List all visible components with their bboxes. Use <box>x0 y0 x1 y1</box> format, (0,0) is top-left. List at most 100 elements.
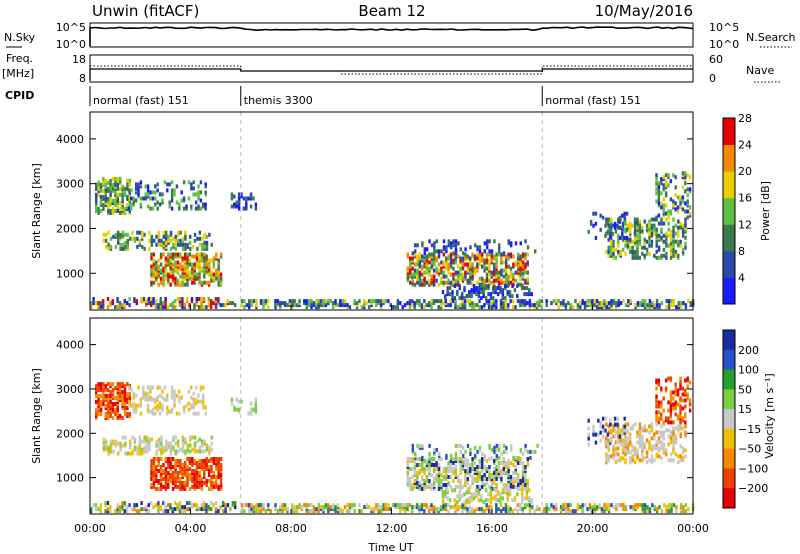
echo-cell <box>672 303 676 308</box>
echo-cell <box>427 505 431 510</box>
echo-cell <box>528 299 532 304</box>
echo-cell <box>360 305 364 310</box>
echo-cell <box>210 305 213 310</box>
echo-cell <box>210 501 213 506</box>
echo-cell <box>234 501 237 506</box>
echo-cell <box>423 264 426 269</box>
echo-cell <box>512 254 515 259</box>
echo-cell <box>312 301 316 306</box>
echo-cell <box>212 272 216 277</box>
echo-cell <box>418 457 421 461</box>
echo-cell <box>662 450 666 455</box>
echo-cell <box>686 392 689 397</box>
echo-cell <box>449 465 453 469</box>
echo-cell <box>502 507 505 512</box>
echo-cell <box>464 270 467 275</box>
echo-cell <box>409 256 412 261</box>
echo-cell <box>483 465 486 469</box>
echo-cell <box>684 217 687 222</box>
echo-cell <box>159 276 163 281</box>
echo-cell <box>234 505 237 510</box>
echo-cell <box>676 392 680 397</box>
x-tick-label: 04:00 <box>175 522 207 535</box>
nsky-label: N.Sky <box>4 31 36 44</box>
echo-cell <box>631 505 635 510</box>
echo-cell <box>437 262 441 267</box>
echo-cell <box>102 238 105 243</box>
echo-cell <box>245 303 248 308</box>
echo-cell <box>555 299 558 304</box>
echo-cell <box>469 262 472 267</box>
echo-cell <box>591 299 594 304</box>
echo-cell <box>391 305 395 310</box>
echo-cell <box>281 301 284 306</box>
echo-cell <box>502 274 505 279</box>
echo-cell <box>545 509 548 514</box>
echo-cell <box>205 447 209 452</box>
echo-cell <box>507 473 510 477</box>
echo-cell <box>177 230 180 235</box>
echo-cell <box>212 301 215 306</box>
echo-cell <box>631 249 634 254</box>
echo-cell <box>674 452 678 457</box>
echo-cell <box>169 264 172 269</box>
echo-cell <box>657 440 661 445</box>
echo-cell <box>139 411 143 416</box>
echo-cell <box>139 180 143 185</box>
echo-cell <box>181 441 185 446</box>
echo-cell <box>348 509 352 514</box>
echo-cell <box>112 449 115 454</box>
echo-cell <box>295 505 299 510</box>
echo-cell <box>616 223 619 228</box>
echo-cell <box>116 412 119 416</box>
echo-cell <box>480 498 483 503</box>
echo-cell <box>174 264 177 269</box>
echo-cell <box>521 252 525 257</box>
echo-cell <box>197 190 200 195</box>
echo-cell <box>457 457 460 461</box>
echo-cell <box>657 193 661 198</box>
echo-cell <box>454 484 457 489</box>
echo-cell <box>476 484 479 489</box>
echo-cell <box>146 391 150 396</box>
echo-cell <box>462 445 465 450</box>
echo-cell <box>143 445 146 450</box>
echo-cell <box>170 194 174 199</box>
echo-cell <box>245 503 248 508</box>
echo-cell <box>567 301 570 306</box>
echo-cell <box>499 496 502 501</box>
echo-cell <box>102 194 105 199</box>
echo-cell <box>655 187 658 192</box>
echo-cell <box>633 249 637 254</box>
echo-cell <box>116 201 119 205</box>
echo-cell <box>279 301 282 306</box>
echo-cell <box>200 507 203 512</box>
echo-cell <box>435 461 438 465</box>
echo-cell <box>105 232 108 237</box>
echo-cell <box>205 305 208 310</box>
echo-cell <box>660 430 663 435</box>
echo-cell <box>174 252 177 257</box>
x-tick-label: 16:00 <box>476 522 508 535</box>
echo-cell <box>249 401 253 406</box>
echo-cell <box>173 403 176 408</box>
echo-cell <box>445 264 448 269</box>
echo-cell <box>174 234 177 239</box>
echo-cell <box>248 299 251 304</box>
echo-cell <box>633 217 637 222</box>
echo-cell <box>638 422 642 427</box>
echo-cell <box>224 507 227 512</box>
echo-cell <box>157 479 160 483</box>
echo-cell <box>169 232 173 237</box>
echo-cell <box>217 475 220 479</box>
echo-cell <box>159 469 163 473</box>
echo-cell <box>171 481 175 485</box>
echo-cell <box>665 237 668 242</box>
echo-cell <box>324 503 328 508</box>
echo-cell <box>169 238 173 243</box>
echo-cell <box>171 252 175 257</box>
echo-cell <box>504 299 508 304</box>
echo-cell <box>179 274 182 279</box>
echo-cell <box>449 264 453 269</box>
echo-cell <box>495 252 498 257</box>
